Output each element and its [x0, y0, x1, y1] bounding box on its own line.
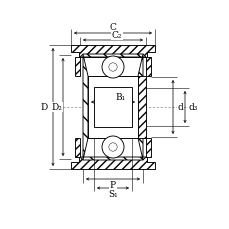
Polygon shape: [88, 77, 137, 88]
Text: D: D: [40, 103, 47, 112]
Polygon shape: [75, 58, 80, 77]
Polygon shape: [80, 157, 145, 160]
Text: P: P: [109, 181, 116, 190]
Polygon shape: [88, 128, 137, 138]
Text: D₂: D₂: [51, 103, 62, 112]
Circle shape: [108, 143, 117, 152]
Circle shape: [108, 63, 117, 72]
Polygon shape: [75, 138, 80, 157]
Polygon shape: [137, 77, 145, 138]
Circle shape: [101, 57, 123, 79]
Text: d: d: [176, 103, 182, 112]
Text: S₁: S₁: [108, 190, 117, 199]
Polygon shape: [83, 55, 88, 160]
Polygon shape: [145, 138, 150, 157]
Polygon shape: [94, 88, 131, 128]
Text: B₁: B₁: [115, 93, 125, 102]
Polygon shape: [137, 55, 142, 160]
Polygon shape: [145, 58, 150, 77]
Polygon shape: [71, 157, 154, 169]
Polygon shape: [71, 46, 154, 58]
Polygon shape: [80, 55, 145, 58]
Circle shape: [101, 136, 123, 158]
Text: C: C: [109, 23, 116, 32]
Polygon shape: [88, 77, 137, 138]
Text: C₂: C₂: [111, 31, 122, 40]
Text: d₃: d₃: [188, 103, 197, 112]
